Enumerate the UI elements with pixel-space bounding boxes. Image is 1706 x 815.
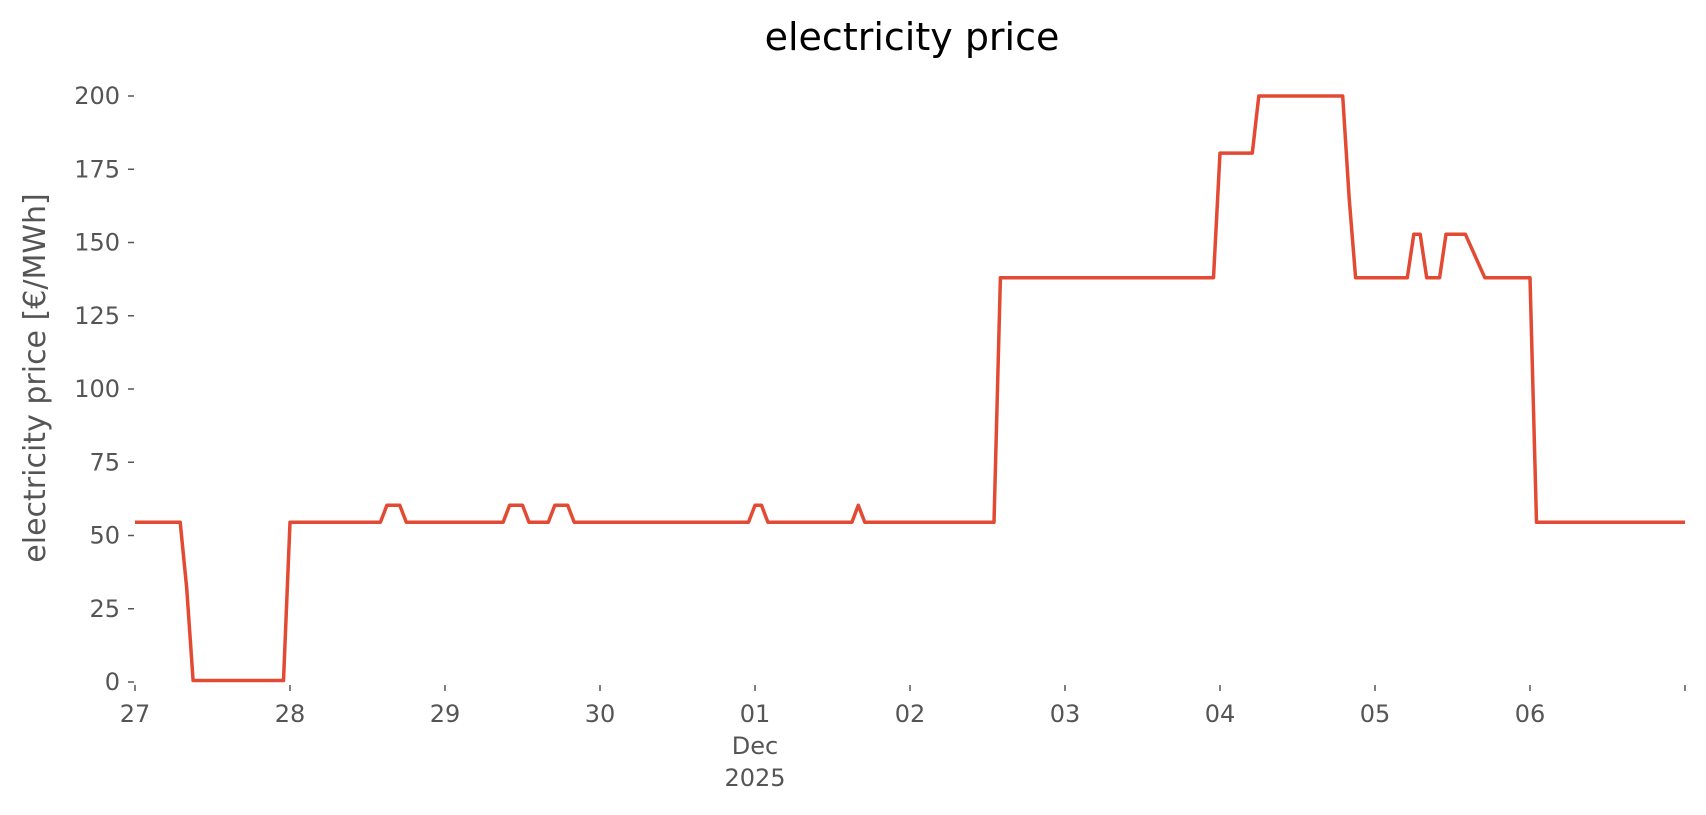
plot-area [135, 94, 1685, 683]
x-tick-label: 05 [1360, 700, 1391, 728]
y-tick-label: 125 [74, 302, 120, 330]
y-tick-label: 25 [89, 595, 120, 623]
x-tick-label: 01 [740, 700, 771, 728]
chart-title: electricity price [765, 15, 1060, 59]
x-tick-label: 27 [120, 700, 151, 728]
y-tick-label: 50 [89, 522, 120, 550]
y-axis-label: electricity price [€/MWh] [18, 193, 53, 562]
y-tick-label: 175 [74, 155, 120, 183]
x-tick-label: 28 [275, 700, 306, 728]
y-axis: 0 25 50 75 100 125 150 175 200 [74, 82, 134, 696]
y-tick-label: 0 [105, 668, 120, 696]
y-tick-label: 100 [74, 375, 120, 403]
x-tick-label: 06 [1515, 700, 1546, 728]
x-tick-sublabel: 2025 [724, 764, 785, 792]
y-tick-label: 75 [89, 448, 120, 476]
y-tick-label: 200 [74, 82, 120, 110]
series-line-electricity-price [135, 94, 1685, 683]
x-tick-sublabel: Dec [732, 732, 778, 760]
x-tick-label: 29 [430, 700, 461, 728]
y-tick-label: 150 [74, 229, 120, 257]
x-axis: 27 28 29 30 01 Dec 2025 02 03 04 05 06 [120, 685, 1686, 792]
x-tick-label: 04 [1205, 700, 1236, 728]
x-tick-label: 03 [1050, 700, 1081, 728]
x-tick-label: 02 [895, 700, 926, 728]
x-tick-label: 30 [585, 700, 616, 728]
